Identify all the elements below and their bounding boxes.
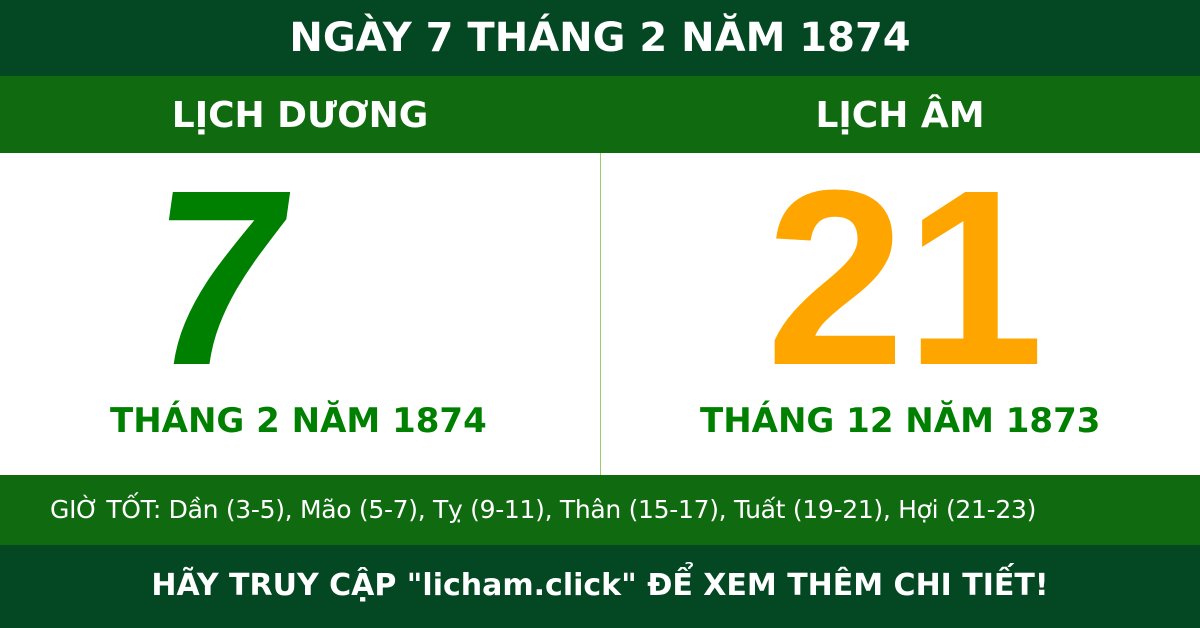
lunar-header: LỊCH ÂM [600, 76, 1200, 153]
lunar-panel: 21 THÁNG 12 NĂM 1873 [601, 153, 1200, 475]
good-hours: GIỜ TỐT: Dần (3-5), Mão (5-7), Tỵ (9-11)… [0, 475, 1200, 545]
solar-panel: 7 THÁNG 2 NĂM 1874 [0, 138, 600, 475]
solar-header: LỊCH DƯƠNG [0, 76, 600, 153]
page-title: NGÀY 7 THÁNG 2 NĂM 1874 [0, 0, 1200, 76]
solar-day: 7 [130, 138, 309, 417]
footer-cta: HÃY TRUY CẬP "licham.click" ĐỂ XEM THÊM … [0, 545, 1200, 628]
lunar-month-year: THÁNG 12 NĂM 1873 [700, 401, 1101, 441]
divider [600, 153, 601, 475]
solar-month-year: THÁNG 2 NĂM 1874 [110, 401, 487, 441]
lunar-day: 21 [766, 138, 1045, 417]
